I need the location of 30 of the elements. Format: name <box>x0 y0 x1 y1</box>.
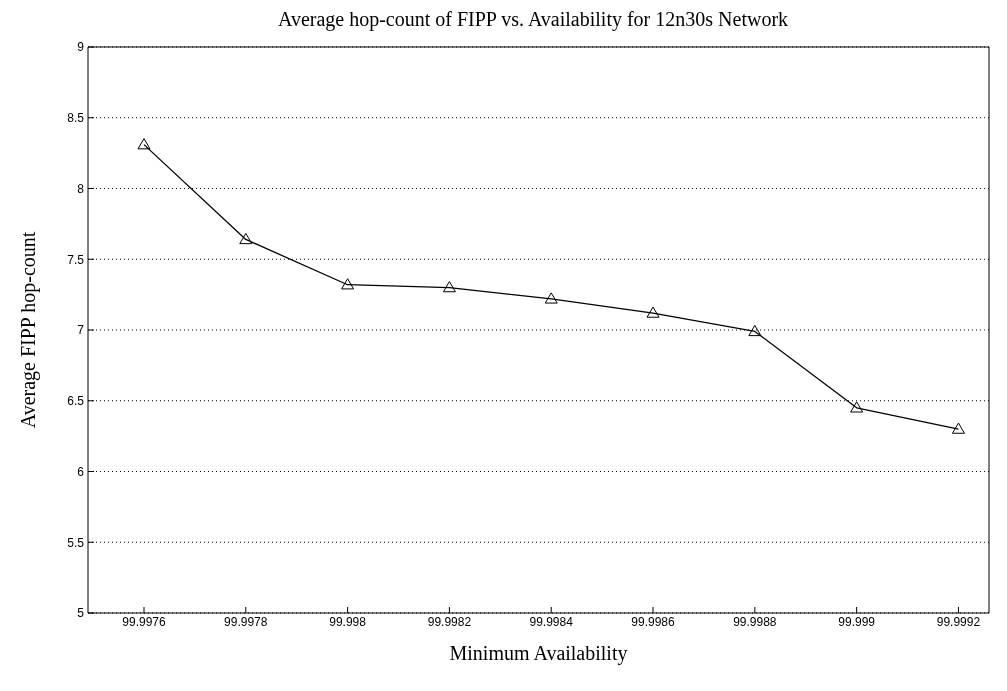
point <box>951 422 965 434</box>
point <box>748 324 762 337</box>
point <box>239 232 253 245</box>
y-tick-label: 8 <box>77 181 85 196</box>
x-axis-title: Minimum Availability <box>449 642 628 665</box>
point <box>341 278 355 290</box>
point <box>442 281 456 293</box>
x-tick-label: 99.999 <box>838 614 876 629</box>
chart-title: Average hop-count of FIPP vs. Availability for 12n30s Network <box>276 8 790 33</box>
x-tick-label: 99.9982 <box>427 614 472 629</box>
x-tick-label: 99.9984 <box>529 614 574 629</box>
x-tick-label: 99.9988 <box>733 614 777 629</box>
x-tick-label: 99.998 <box>329 614 367 629</box>
y-tick-label: 5.5 <box>67 535 85 550</box>
x-tick-label: 99.9976 <box>122 614 166 629</box>
x-tick-label: 99.9986 <box>631 614 676 629</box>
y-axis-title: Average FIPP hop-count <box>17 231 41 429</box>
y-tick-label: 8.5 <box>67 111 85 126</box>
y-tick-label: 7.5 <box>67 252 85 267</box>
point <box>137 138 151 150</box>
y-tick-label: 5 <box>77 606 85 621</box>
y-tick-label: 6.5 <box>67 394 85 409</box>
point <box>544 292 558 304</box>
y-tick-label: 6 <box>77 464 85 479</box>
y-tick-label: 9 <box>77 40 85 55</box>
point <box>646 306 660 318</box>
point <box>850 401 864 413</box>
x-tick-label: 99.9978 <box>224 614 268 629</box>
y-tick-label: 7 <box>77 323 85 338</box>
x-tick-label: 99.9992 <box>936 614 981 629</box>
